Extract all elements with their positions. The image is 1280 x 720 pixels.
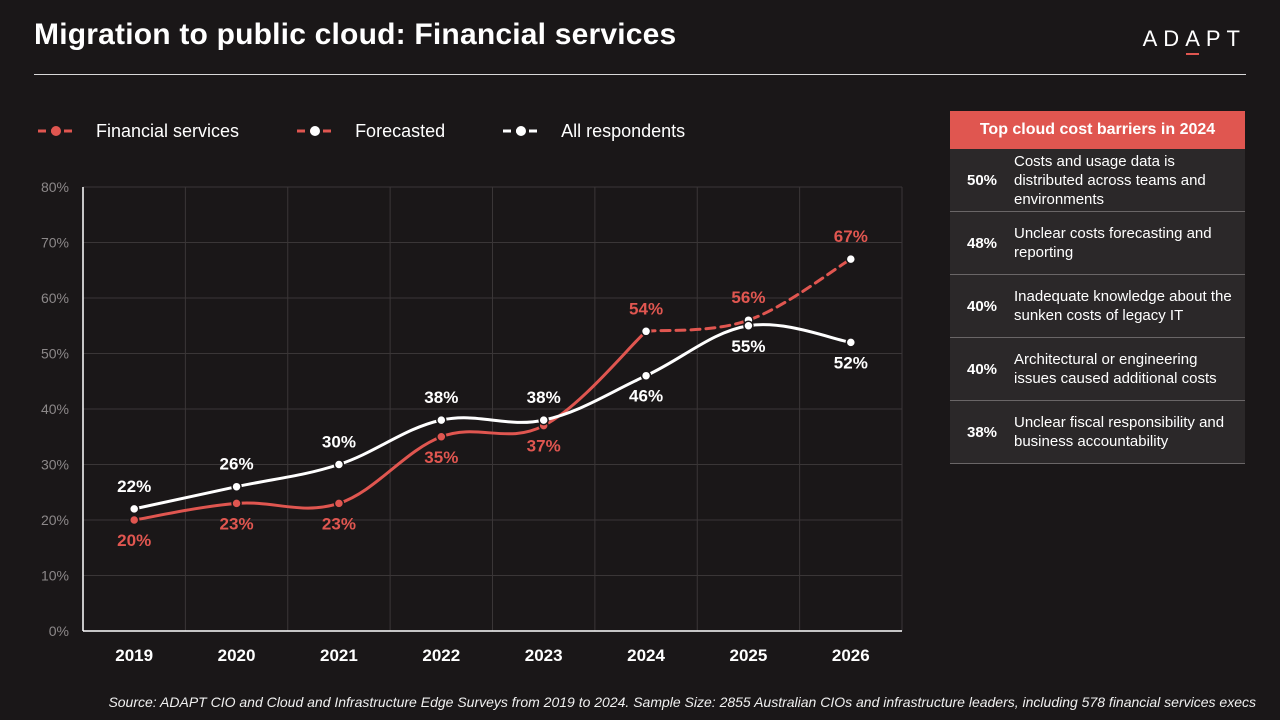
x-tick-label: 2025 <box>730 646 768 665</box>
barrier-text: Unclear costs forecasting and reporting <box>1014 225 1212 261</box>
data-point <box>333 498 345 509</box>
data-point <box>128 514 140 526</box>
data-label: 30% <box>322 433 356 452</box>
data-label: 52% <box>834 353 868 372</box>
data-label: 38% <box>527 388 561 407</box>
source-note: Source: ADAPT CIO and Cloud and Infrastr… <box>108 694 1256 710</box>
data-point <box>333 459 345 470</box>
barrier-percent: 48% <box>966 234 998 252</box>
legend-label: All respondents <box>561 120 686 141</box>
y-tick-label: 30% <box>41 457 69 473</box>
data-point <box>538 414 549 426</box>
data-label: 23% <box>322 514 356 533</box>
y-tick-label: 20% <box>41 512 69 528</box>
data-label: 56% <box>731 288 765 307</box>
legend-solid-red-line-icon <box>38 126 74 136</box>
barrier-text: Costs and usage data is distributed acro… <box>1014 152 1206 208</box>
data-label: 20% <box>117 531 151 550</box>
legend-dashed-red-line-icon <box>297 126 334 136</box>
series-line-all-respondents <box>132 323 853 511</box>
data-label: 37% <box>527 437 561 456</box>
barrier-percent: 50% <box>966 171 998 189</box>
data-point <box>743 320 754 331</box>
data-label: 55% <box>731 337 765 356</box>
x-tick-label: 2020 <box>218 646 256 665</box>
x-tick-label: 2024 <box>627 646 665 665</box>
legend-white-line-icon <box>503 126 540 136</box>
data-point <box>128 503 140 515</box>
data-point <box>845 337 857 348</box>
line-chart: 0% 10% 20% 30% 40% 50% 60% 70% 80% 2019 2020 2021 20… <box>41 179 903 665</box>
legend-label: Forecasted <box>355 120 446 141</box>
data-point <box>436 414 447 426</box>
barrier-row: 40% Architectural or engineering issues … <box>950 338 1245 401</box>
barrier-row: 50% Costs and usage data is distributed … <box>950 149 1245 212</box>
data-label: 38% <box>424 388 458 407</box>
data-label: 46% <box>629 387 663 406</box>
title-divider <box>34 74 1246 75</box>
barrier-text: Inadequate knowledge about the sunken co… <box>1014 288 1232 324</box>
cost-barriers-panel: Top cloud cost barriers in 2024 50% Cost… <box>950 111 1245 464</box>
chart-legend: Financial services Forecasted All respon… <box>36 118 741 144</box>
barrier-row: 38% Unclear fiscal responsibility and bu… <box>950 401 1245 464</box>
page-title: Migration to public cloud: Financial ser… <box>34 18 677 51</box>
data-point <box>845 253 857 265</box>
barrier-text: Architectural or engineering issues caus… <box>1014 351 1217 387</box>
barrier-row: 40% Inadequate knowledge about the sunke… <box>950 275 1245 338</box>
x-tick-label: 2019 <box>115 646 153 665</box>
data-label: 67% <box>834 227 868 246</box>
barrier-percent: 40% <box>966 297 998 315</box>
barrier-percent: 40% <box>966 360 998 378</box>
y-tick-label: 10% <box>41 568 69 584</box>
barrier-percent: 38% <box>966 423 998 441</box>
data-point <box>436 431 447 442</box>
y-tick-label: 40% <box>41 401 69 417</box>
legend-label: Financial services <box>96 120 240 141</box>
legend-item-all-respondents: All respondents <box>501 121 685 142</box>
series-line-forecasted <box>644 257 853 333</box>
data-point <box>231 481 242 492</box>
y-tick-label: 50% <box>41 346 69 362</box>
x-tick-label: 2021 <box>320 646 358 665</box>
x-tick-label: 2023 <box>525 646 563 665</box>
barrier-text: Unclear fiscal responsibility and busine… <box>1014 414 1225 450</box>
legend-item-financial-services: Financial services <box>36 121 239 142</box>
data-label: 35% <box>424 448 458 467</box>
adapt-logo: ADAPT <box>1142 26 1246 55</box>
x-tick-label: 2022 <box>422 646 460 665</box>
data-label: 22% <box>117 477 151 496</box>
data-point <box>231 498 242 509</box>
y-tick-label: 0% <box>49 623 69 639</box>
y-tick-label: 60% <box>41 290 69 306</box>
barrier-row: 48% Unclear costs forecasting and report… <box>950 212 1245 275</box>
data-label: 23% <box>220 514 254 533</box>
y-tick-label: 70% <box>41 235 69 251</box>
data-point <box>640 370 652 381</box>
x-tick-label: 2026 <box>832 646 870 665</box>
cost-barriers-title: Top cloud cost barriers in 2024 <box>950 111 1245 149</box>
data-label: 54% <box>629 299 663 318</box>
data-point <box>640 326 652 337</box>
data-label: 26% <box>220 455 254 474</box>
y-tick-label: 80% <box>41 179 69 195</box>
legend-item-forecasted: Forecasted <box>295 121 445 142</box>
